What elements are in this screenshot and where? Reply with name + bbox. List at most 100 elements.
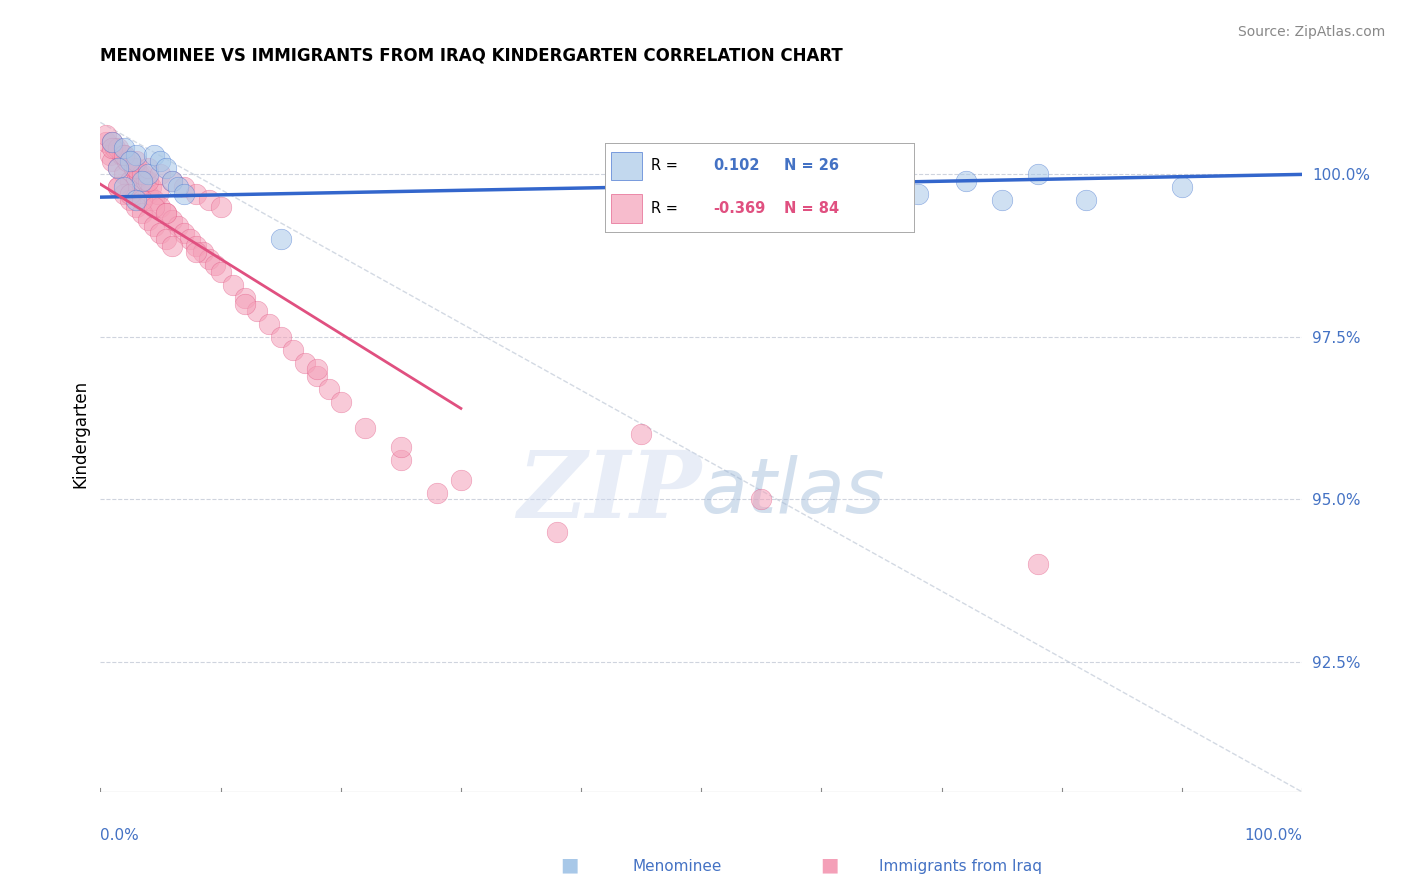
Point — [630, 427, 652, 442]
Point — [138, 168, 160, 182]
Point — [96, 135, 118, 149]
Point — [135, 174, 157, 188]
Point — [1026, 168, 1049, 182]
Point — [125, 148, 148, 162]
Point — [221, 277, 243, 292]
Point — [209, 265, 232, 279]
Point — [101, 141, 124, 155]
Point — [281, 343, 304, 357]
Point — [107, 161, 129, 175]
Point — [167, 180, 190, 194]
Text: R =: R = — [651, 202, 682, 216]
Point — [834, 161, 856, 175]
Text: R =: R = — [651, 159, 682, 173]
Point — [138, 161, 160, 175]
Text: 100.0%: 100.0% — [1244, 828, 1302, 843]
Point — [98, 148, 121, 162]
Point — [1026, 558, 1049, 572]
Point — [149, 168, 172, 182]
Point — [546, 524, 568, 539]
Point — [318, 382, 340, 396]
Point — [389, 453, 412, 467]
Point — [111, 148, 134, 162]
Point — [450, 473, 472, 487]
Point — [233, 291, 256, 305]
Text: 0.102: 0.102 — [713, 159, 759, 173]
Point — [112, 180, 135, 194]
Point — [131, 206, 153, 220]
Point — [197, 194, 219, 208]
Bar — [610, 194, 641, 223]
Point — [104, 141, 127, 155]
Point — [155, 206, 177, 220]
Text: ■: ■ — [560, 855, 579, 874]
Point — [107, 180, 129, 194]
Point — [125, 194, 148, 208]
Text: N = 26: N = 26 — [785, 159, 839, 173]
Text: -0.369: -0.369 — [713, 202, 765, 216]
Text: ZIP: ZIP — [517, 447, 702, 537]
Point — [907, 186, 929, 201]
Point — [143, 194, 166, 208]
Point — [305, 362, 328, 376]
Point — [125, 200, 148, 214]
Point — [155, 161, 177, 175]
Point — [107, 180, 129, 194]
Point — [1074, 194, 1097, 208]
Point — [96, 128, 118, 143]
Point — [131, 194, 153, 208]
Point — [162, 174, 184, 188]
Point — [751, 492, 773, 507]
Point — [125, 161, 148, 175]
Point — [155, 206, 177, 220]
Point — [270, 232, 292, 246]
Point — [173, 186, 195, 201]
Point — [112, 148, 135, 162]
Point — [143, 219, 166, 234]
Point — [131, 168, 153, 182]
Point — [120, 174, 142, 188]
Point — [329, 395, 352, 409]
Text: N = 84: N = 84 — [785, 202, 839, 216]
Point — [149, 200, 172, 214]
Point — [138, 213, 160, 227]
Point — [107, 161, 129, 175]
Point — [107, 141, 129, 155]
Point — [955, 174, 977, 188]
Point — [786, 194, 808, 208]
Point — [138, 186, 160, 201]
Point — [122, 161, 145, 175]
Point — [162, 239, 184, 253]
Point — [270, 330, 292, 344]
Point — [162, 174, 184, 188]
Point — [120, 186, 142, 201]
Point — [131, 174, 153, 188]
Point — [128, 168, 150, 182]
Point — [186, 186, 208, 201]
Point — [167, 219, 190, 234]
Point — [149, 226, 172, 240]
Point — [751, 168, 773, 182]
Point — [1171, 180, 1194, 194]
Point — [120, 154, 142, 169]
Text: Immigrants from Iraq: Immigrants from Iraq — [879, 859, 1042, 874]
Point — [209, 200, 232, 214]
Point — [305, 368, 328, 383]
Point — [112, 186, 135, 201]
Point — [143, 200, 166, 214]
Text: MENOMINEE VS IMMIGRANTS FROM IRAQ KINDERGARTEN CORRELATION CHART: MENOMINEE VS IMMIGRANTS FROM IRAQ KINDER… — [100, 46, 844, 64]
Point — [120, 154, 142, 169]
Point — [125, 154, 148, 169]
Text: atlas: atlas — [702, 455, 886, 529]
Point — [115, 154, 138, 169]
Y-axis label: Kindergarten: Kindergarten — [72, 380, 89, 489]
Point — [146, 186, 169, 201]
Point — [162, 213, 184, 227]
Text: ■: ■ — [820, 855, 839, 874]
Point — [101, 135, 124, 149]
Text: Source: ZipAtlas.com: Source: ZipAtlas.com — [1237, 25, 1385, 39]
Point — [139, 180, 162, 194]
Point — [112, 148, 135, 162]
Point — [353, 421, 375, 435]
Point — [155, 232, 177, 246]
